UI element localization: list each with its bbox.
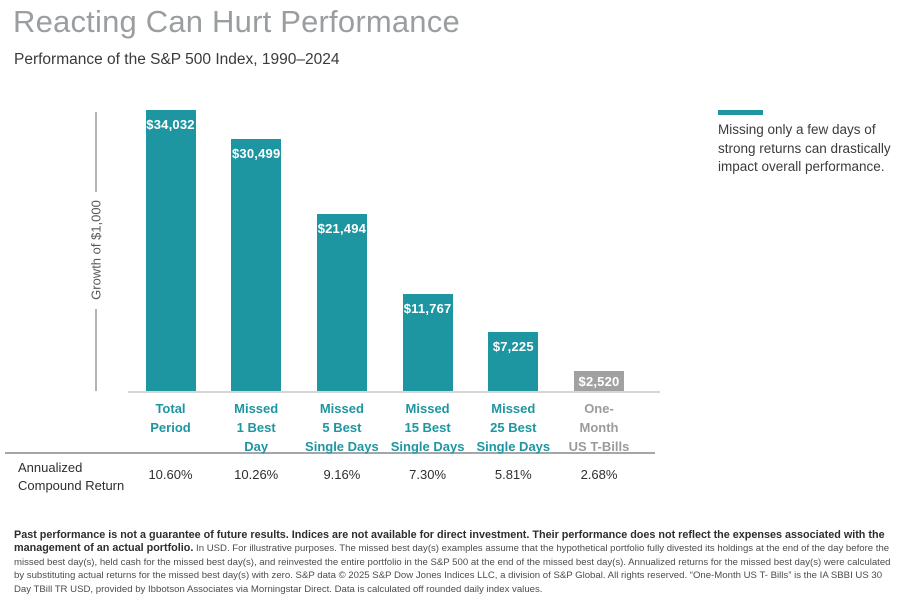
x-category-label-missed-25-best-single-days: Missed 25 Best Single Days <box>476 401 551 454</box>
bar-value-label: $34,032 <box>146 117 195 132</box>
bar-one-month-us-t-bills: $2,520 <box>574 371 624 392</box>
bar-missed-1-best-day: $30,499 <box>231 139 282 392</box>
y-axis-line-top <box>95 112 97 192</box>
footnote-regular: In USD. For illustrative purposes. The m… <box>14 543 891 595</box>
x-category-label-one-month-us-t-bills: One- Month US T-Bills <box>568 401 630 454</box>
page-title: Reacting Can Hurt Performance <box>13 4 460 39</box>
y-axis-line-bottom <box>95 309 97 391</box>
footnote-bold: Past performance is not a guarantee of f… <box>14 529 885 555</box>
annualized-return-row-label: Annualized Compound Return <box>18 460 125 493</box>
x-category-label-missed-1-best-day: Missed 1 Best Day <box>234 401 279 454</box>
y-axis-label: Growth of $1,000 <box>88 200 104 300</box>
annualized-return-value: 10.26% <box>234 467 279 482</box>
bar-value-label: $7,225 <box>492 339 534 354</box>
bar-value-label: $11,767 <box>403 301 452 316</box>
bar-missed-25-best-single-days: $7,225 <box>488 332 539 392</box>
page-subtitle: Performance of the S&P 500 Index, 1990–2… <box>14 51 340 68</box>
annotation-text: Missing only a few days of strong return… <box>718 122 891 174</box>
annualized-return-value: 5.81% <box>494 467 532 482</box>
x-category-label-missed-15-best-single-days: Missed 15 Best Single Days <box>390 401 465 454</box>
bar-value-label: $21,494 <box>317 221 367 236</box>
legend-swatch <box>718 110 763 115</box>
annualized-return-value: 7.30% <box>409 467 447 482</box>
annualized-return-value: 2.68% <box>580 467 618 482</box>
bar-total-period: $34,032 <box>145 110 196 392</box>
footnote: Past performance is not a guarantee of f… <box>14 529 892 596</box>
x-axis-baseline <box>128 391 660 393</box>
annualized-return-value: 10.60% <box>148 467 193 482</box>
annualized-return-value: 9.16% <box>323 467 361 482</box>
bar-value-label: $30,499 <box>231 146 281 161</box>
x-category-label-total-period: Total Period <box>150 401 191 435</box>
x-category-label-missed-5-best-single-days: Missed 5 Best Single Days <box>305 401 379 454</box>
table-separator-line <box>5 452 655 454</box>
bar-value-label: $2,520 <box>578 374 620 389</box>
bar-missed-15-best-single-days: $11,767 <box>402 294 453 392</box>
bar-missed-5-best-single-days: $21,494 <box>316 214 367 392</box>
